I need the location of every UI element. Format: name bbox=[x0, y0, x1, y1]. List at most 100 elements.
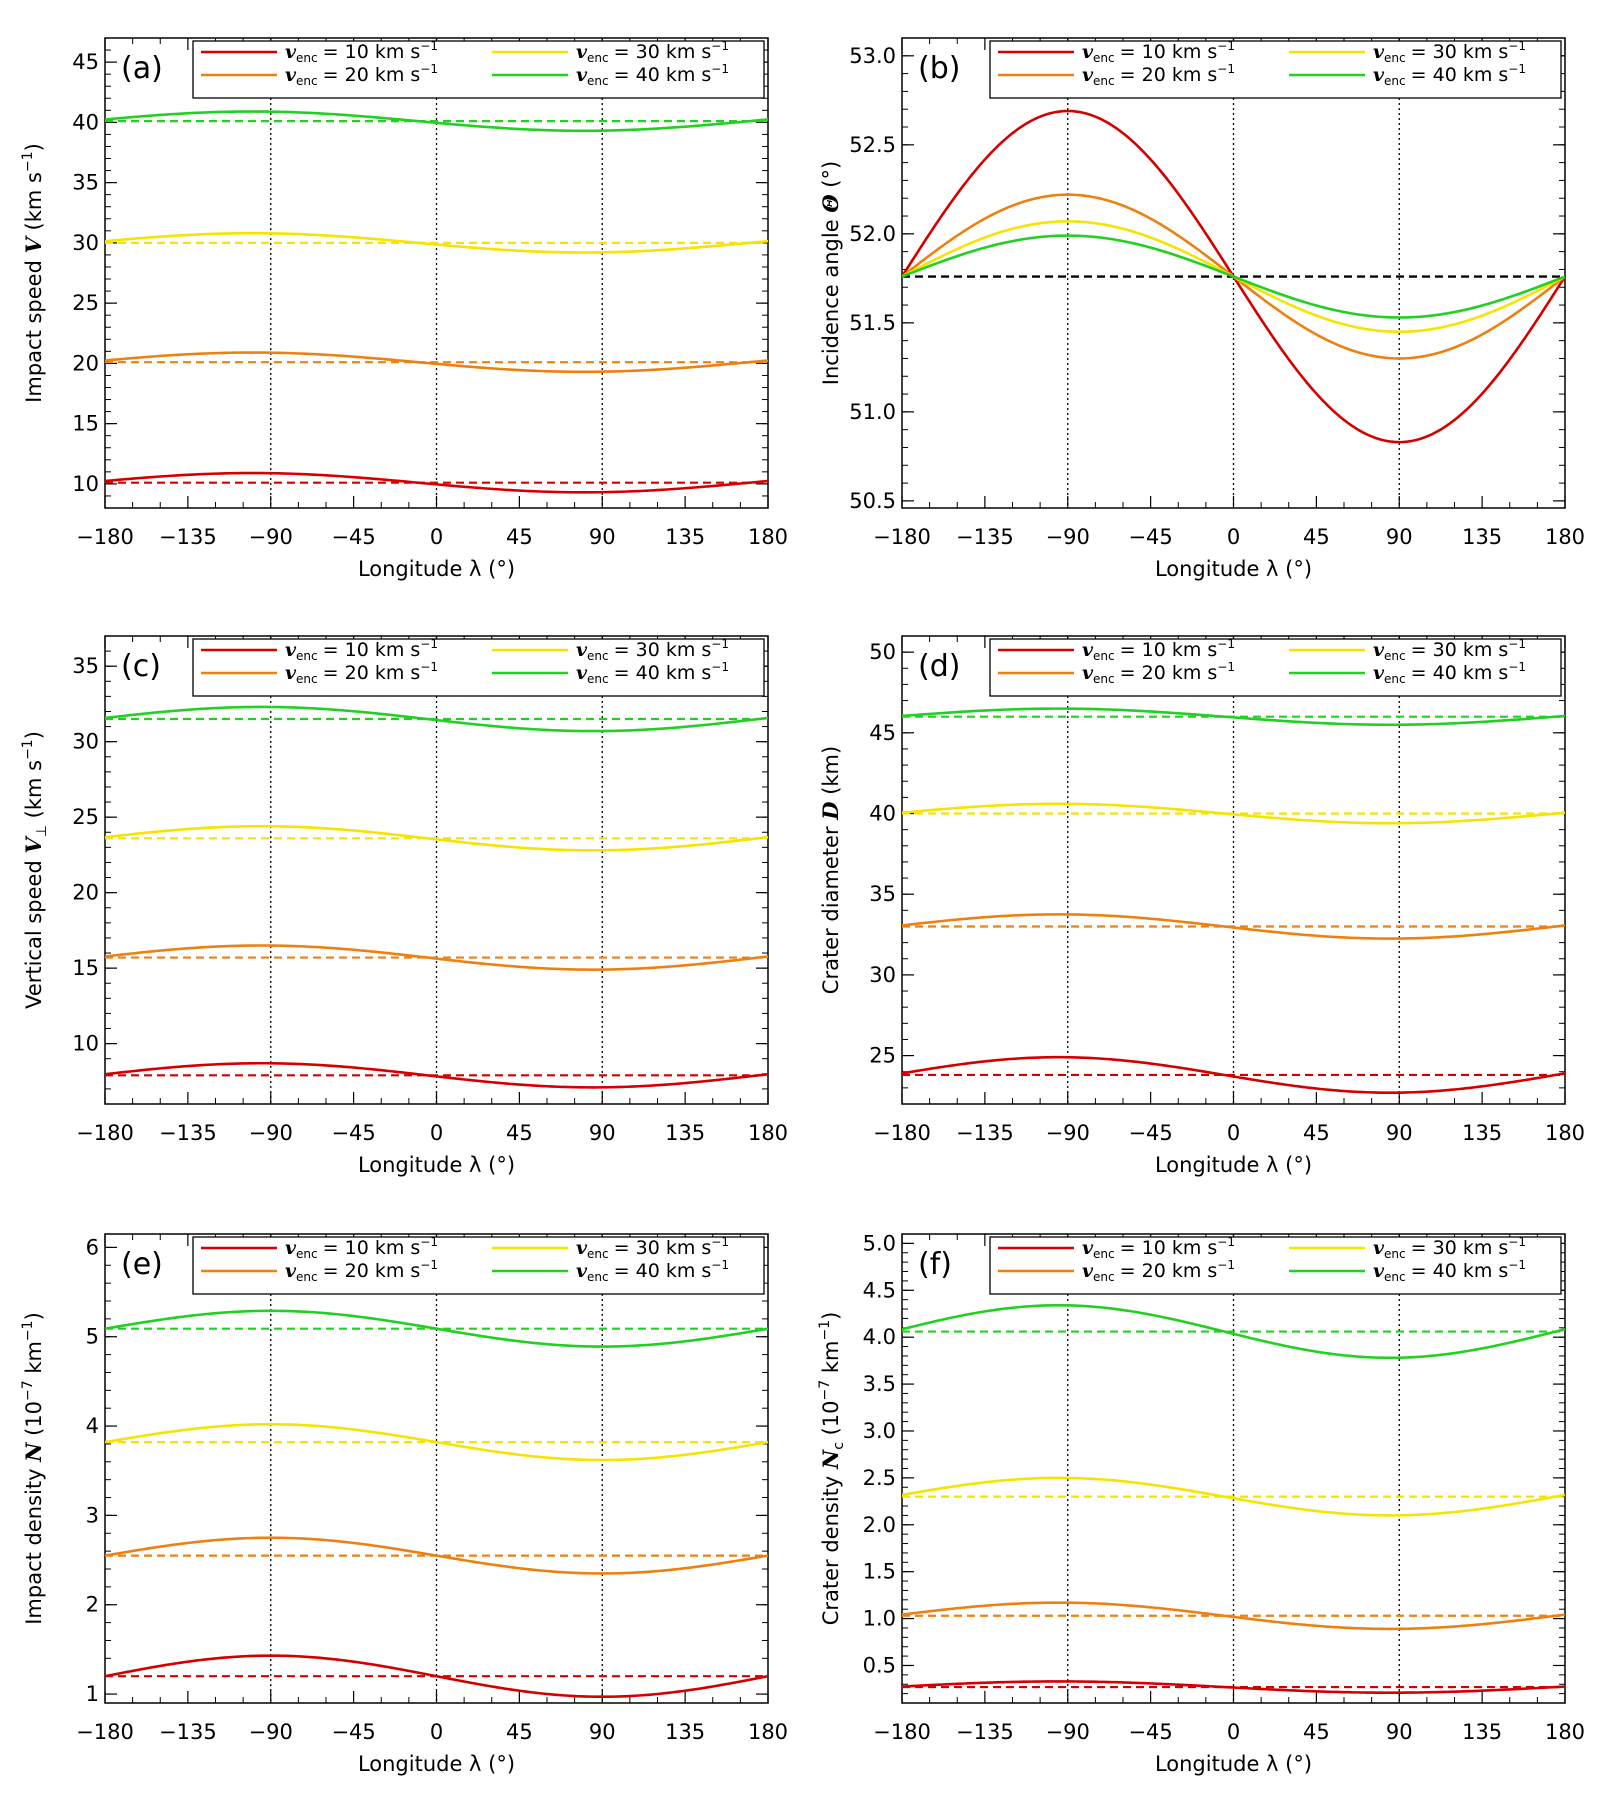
x-tick-label: 90 bbox=[1386, 1121, 1413, 1145]
x-tick-label: 90 bbox=[1386, 525, 1413, 549]
x-tick-label: 45 bbox=[506, 1121, 533, 1145]
legend-entry: venc = 40 km s−1 bbox=[576, 660, 729, 686]
y-tick-label: 45 bbox=[869, 721, 896, 745]
x-axis-label: Longitude λ (°) bbox=[358, 1153, 515, 1177]
y-tick-label: 10 bbox=[72, 472, 99, 496]
series-line bbox=[902, 913, 1565, 940]
x-tick-label: 45 bbox=[506, 1720, 533, 1744]
x-tick-label: −45 bbox=[331, 1720, 375, 1744]
y-axis-label: Vertical speed V⊥ (km s−1) bbox=[20, 731, 50, 1009]
x-tick-label: 0 bbox=[1227, 525, 1240, 549]
legend-entry: venc = 10 km s−1 bbox=[1082, 39, 1235, 65]
x-tick-label: −135 bbox=[956, 1121, 1014, 1145]
y-tick-label: 4 bbox=[86, 1414, 99, 1438]
x-axis-label: Longitude λ (°) bbox=[358, 557, 515, 581]
x-tick-label: 135 bbox=[665, 525, 705, 549]
x-tick-label: −180 bbox=[873, 1121, 931, 1145]
legend-entry: venc = 40 km s−1 bbox=[1373, 660, 1526, 686]
panel-d: −180 −135 −90 −45 0 45 90 135 180 25 30 35 40 45 50 (d)… bbox=[818, 635, 1585, 1177]
y-tick-label: 1.5 bbox=[863, 1560, 896, 1584]
x-axis-label: Longitude λ (°) bbox=[1155, 1752, 1312, 1776]
x-tick-label: −135 bbox=[159, 1720, 217, 1744]
x-tick-label: −90 bbox=[249, 1121, 293, 1145]
plot-area bbox=[902, 707, 1565, 1094]
x-tick-label: 90 bbox=[589, 1121, 616, 1145]
y-tick-label: 53.0 bbox=[849, 44, 896, 68]
x-tick-label: 135 bbox=[665, 1121, 705, 1145]
x-tick-label: −180 bbox=[873, 525, 931, 549]
panel-label: (f) bbox=[918, 1247, 952, 1282]
panel-a: −180 −135 −90 −45 0 45 90 135 180 10 15 20 25 30 35 40 4… bbox=[20, 37, 788, 581]
y-tick-label: 51.5 bbox=[849, 311, 896, 335]
legend-entry: venc = 10 km s−1 bbox=[285, 39, 438, 65]
x-tick-label: −180 bbox=[76, 525, 134, 549]
y-tick-label: 2.0 bbox=[863, 1513, 896, 1537]
y-tick-label: 51.0 bbox=[849, 400, 896, 424]
plot-area bbox=[902, 109, 1565, 444]
series-line bbox=[105, 1061, 768, 1089]
legend-entry: venc = 20 km s−1 bbox=[1082, 62, 1235, 88]
x-tick-label: −180 bbox=[873, 1720, 931, 1744]
series-line bbox=[902, 1476, 1565, 1517]
panel-label: (c) bbox=[121, 649, 161, 684]
series-line bbox=[902, 802, 1565, 825]
x-tick-label: −45 bbox=[1128, 1720, 1172, 1744]
series-line bbox=[105, 1536, 768, 1575]
x-tick-label: −45 bbox=[331, 1121, 375, 1145]
y-tick-label: 35 bbox=[72, 654, 99, 678]
legend-entry: venc = 20 km s−1 bbox=[285, 660, 438, 686]
y-tick-label: 2.5 bbox=[863, 1466, 896, 1490]
series-line bbox=[902, 1680, 1565, 1694]
legend-box bbox=[192, 638, 765, 697]
series-line bbox=[105, 824, 768, 852]
series-line bbox=[902, 707, 1565, 727]
y-axis-label: Impact speed V (km s−1) bbox=[20, 143, 46, 403]
x-tick-label: −90 bbox=[249, 525, 293, 549]
x-tick-label: 180 bbox=[748, 525, 788, 549]
x-tick-label: −180 bbox=[76, 1121, 134, 1145]
x-tick-label: −180 bbox=[76, 1720, 134, 1744]
panel-label: (e) bbox=[121, 1247, 163, 1282]
y-tick-label: 4.5 bbox=[863, 1278, 896, 1302]
y-tick-label: 20 bbox=[72, 881, 99, 905]
x-tick-label: 0 bbox=[1227, 1121, 1240, 1145]
legend-entry: venc = 30 km s−1 bbox=[576, 637, 729, 663]
series-line bbox=[105, 705, 768, 733]
y-tick-label: 52.0 bbox=[849, 222, 896, 246]
x-tick-label: −45 bbox=[1128, 525, 1172, 549]
x-tick-label: −135 bbox=[956, 525, 1014, 549]
series-line bbox=[105, 471, 768, 494]
legend-entry: venc = 10 km s−1 bbox=[1082, 1235, 1235, 1261]
x-tick-label: 180 bbox=[748, 1121, 788, 1145]
legend-box bbox=[989, 638, 1562, 697]
legend-entry: venc = 30 km s−1 bbox=[576, 39, 729, 65]
legend-entry: venc = 20 km s−1 bbox=[1082, 660, 1235, 686]
y-tick-label: 35 bbox=[869, 882, 896, 906]
x-tick-label: 180 bbox=[1545, 525, 1585, 549]
series-line bbox=[902, 234, 1565, 319]
x-tick-label: 135 bbox=[1462, 1121, 1502, 1145]
y-tick-label: 25 bbox=[72, 805, 99, 829]
x-tick-label: 180 bbox=[1545, 1720, 1585, 1744]
y-tick-label: 15 bbox=[72, 956, 99, 980]
x-tick-label: 180 bbox=[748, 1720, 788, 1744]
y-tick-label: 50.5 bbox=[849, 489, 896, 513]
x-tick-label: 90 bbox=[1386, 1720, 1413, 1744]
y-tick-label: 1 bbox=[86, 1682, 99, 1706]
series-line bbox=[902, 1303, 1565, 1360]
x-tick-label: −45 bbox=[331, 525, 375, 549]
y-tick-label: 35 bbox=[72, 171, 99, 195]
y-tick-label: 30 bbox=[72, 730, 99, 754]
y-tick-label: 30 bbox=[72, 231, 99, 255]
y-tick-label: 2 bbox=[86, 1593, 99, 1617]
x-axis-label: Longitude λ (°) bbox=[358, 1752, 515, 1776]
legend-entry: venc = 30 km s−1 bbox=[1373, 1235, 1526, 1261]
series-line bbox=[902, 1601, 1565, 1631]
x-tick-label: 45 bbox=[506, 525, 533, 549]
x-tick-label: 0 bbox=[430, 525, 443, 549]
x-tick-label: 0 bbox=[1227, 1720, 1240, 1744]
x-tick-label: 135 bbox=[1462, 525, 1502, 549]
